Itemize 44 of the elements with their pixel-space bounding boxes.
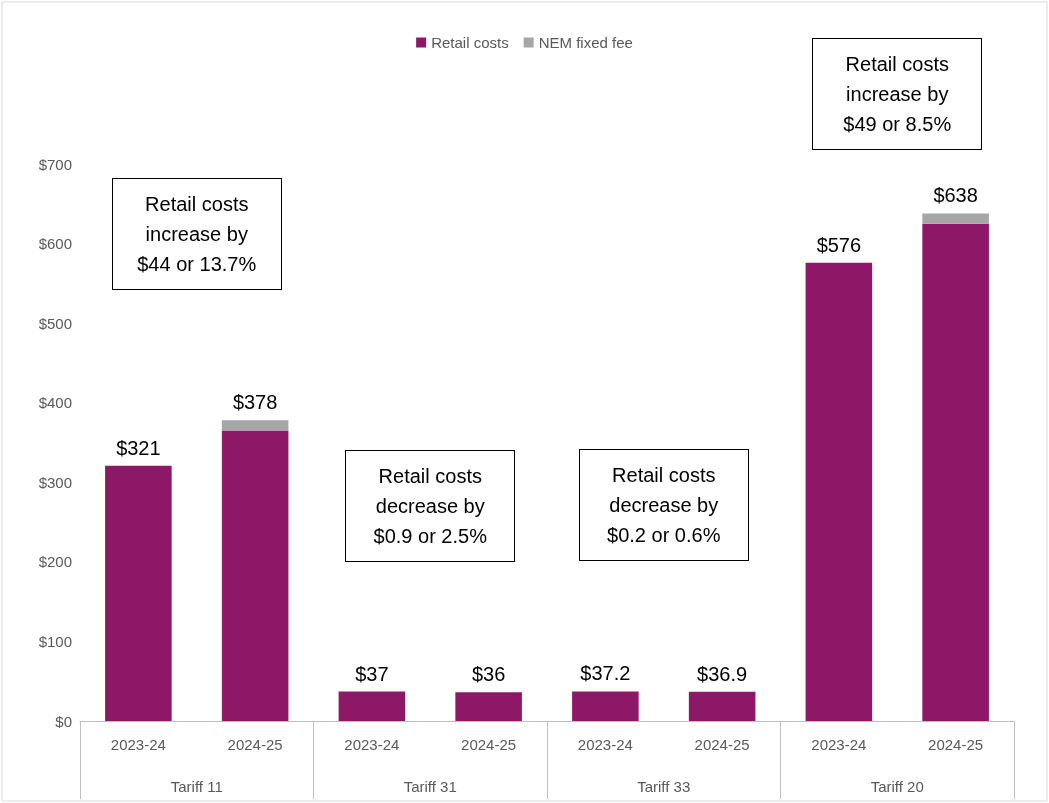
legend-label: Retail costs xyxy=(431,34,509,51)
total-label: $36 xyxy=(471,663,506,686)
x-tick-label: 2024-25 xyxy=(461,736,517,753)
y-tick-label: $300 xyxy=(38,473,72,491)
text: Tariff 11 xyxy=(170,777,223,795)
annotation: Retail costs increase by $44 or 13.7% xyxy=(111,178,282,291)
annotation: Retail costs decrease by $0.2 or 0.6% xyxy=(578,449,749,562)
x-tick-label: 2023-24 xyxy=(344,736,400,753)
y-tick-label: $100 xyxy=(38,632,72,650)
bar xyxy=(221,420,289,431)
total-label: $37 xyxy=(355,662,389,685)
bar xyxy=(338,691,406,721)
y-tick-label: $500 xyxy=(38,314,72,332)
y-tick-label: $700 xyxy=(38,155,72,173)
x-tick-label: 2023-24 xyxy=(577,736,633,753)
total-label: $36.9 xyxy=(697,662,748,685)
x-tick-label: 2024-25 xyxy=(227,736,283,753)
total-label: $638 xyxy=(933,184,978,207)
bar xyxy=(805,262,873,721)
total-label: $576 xyxy=(816,233,862,256)
legend-label: NEM fixed fee xyxy=(538,34,633,51)
total-label: $378 xyxy=(232,391,278,414)
total-label: $321 xyxy=(116,436,161,459)
y-tick-label: $0 xyxy=(55,712,72,730)
total-label: $37.2 xyxy=(580,662,631,685)
y-tick-label: $600 xyxy=(38,235,72,253)
text: Tariff 31 xyxy=(403,777,457,795)
y-tick-label: $400 xyxy=(38,394,72,412)
y-tick-label: $200 xyxy=(38,553,72,571)
bar xyxy=(221,430,289,721)
bar xyxy=(455,692,522,721)
x-tick-label: 2023-24 xyxy=(110,736,166,753)
x-tick-label: 2024-25 xyxy=(928,736,984,753)
bar xyxy=(922,223,989,721)
text: Tariff 20 xyxy=(870,777,924,795)
text: Tariff 33 xyxy=(637,777,691,795)
x-tick-label: 2023-24 xyxy=(811,736,867,753)
bar xyxy=(922,213,989,224)
bar xyxy=(105,465,172,721)
x-tick-label: 2024-25 xyxy=(694,736,750,753)
bar xyxy=(572,691,639,721)
bar xyxy=(688,691,756,721)
annotation: Retail costs increase by $49 or 8.5% xyxy=(812,38,983,150)
annotation: Retail costs decrease by $0.9 or 2.5% xyxy=(345,449,516,562)
